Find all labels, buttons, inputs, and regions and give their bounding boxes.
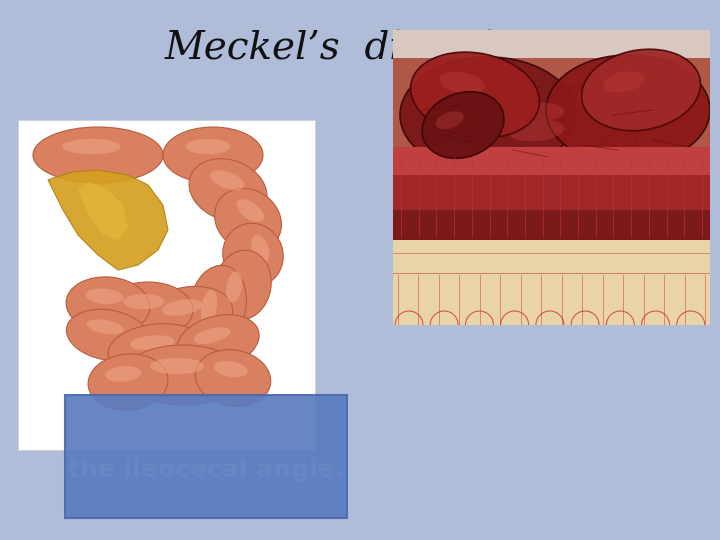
Ellipse shape (143, 286, 233, 343)
Ellipse shape (150, 357, 204, 374)
Ellipse shape (189, 159, 267, 221)
Ellipse shape (66, 277, 150, 333)
Ellipse shape (123, 294, 163, 309)
Ellipse shape (186, 139, 230, 154)
Ellipse shape (436, 86, 497, 115)
Ellipse shape (62, 139, 121, 154)
Ellipse shape (86, 288, 123, 304)
Ellipse shape (226, 272, 242, 302)
Ellipse shape (86, 319, 124, 334)
Ellipse shape (215, 188, 282, 252)
Ellipse shape (222, 223, 283, 287)
Text: Meckel’s  diverticulum: Meckel’s diverticulum (165, 30, 615, 67)
Ellipse shape (130, 335, 175, 350)
Ellipse shape (201, 289, 217, 325)
Bar (393, 147, 710, 175)
Ellipse shape (195, 349, 271, 407)
Bar (393, 30, 710, 58)
Ellipse shape (66, 309, 150, 361)
Polygon shape (78, 182, 128, 240)
Ellipse shape (582, 49, 701, 131)
Ellipse shape (189, 265, 246, 345)
Ellipse shape (508, 120, 564, 141)
Ellipse shape (88, 354, 168, 410)
Ellipse shape (436, 111, 464, 129)
Ellipse shape (163, 127, 263, 183)
Ellipse shape (194, 327, 230, 344)
Ellipse shape (439, 72, 485, 94)
Ellipse shape (215, 250, 271, 320)
Ellipse shape (400, 57, 576, 173)
Ellipse shape (478, 98, 638, 183)
Ellipse shape (410, 52, 539, 138)
Ellipse shape (162, 299, 202, 316)
Ellipse shape (123, 345, 243, 405)
Ellipse shape (105, 366, 141, 382)
Ellipse shape (214, 361, 248, 377)
Ellipse shape (33, 127, 163, 183)
Ellipse shape (422, 92, 504, 158)
Ellipse shape (498, 85, 618, 155)
Ellipse shape (522, 103, 564, 120)
Ellipse shape (177, 315, 259, 369)
Ellipse shape (237, 199, 264, 222)
Text: 1 meter from
the ileocecal angle.: 1 meter from the ileocecal angle. (68, 430, 344, 482)
Ellipse shape (103, 282, 193, 338)
Ellipse shape (603, 71, 644, 92)
Ellipse shape (108, 324, 208, 376)
Ellipse shape (546, 55, 710, 165)
Bar (393, 237, 710, 325)
Ellipse shape (210, 170, 245, 190)
Bar (393, 210, 710, 240)
Ellipse shape (251, 235, 269, 263)
Ellipse shape (579, 83, 636, 110)
Bar (393, 155, 710, 240)
Polygon shape (48, 170, 168, 270)
Bar (18, 120, 315, 450)
